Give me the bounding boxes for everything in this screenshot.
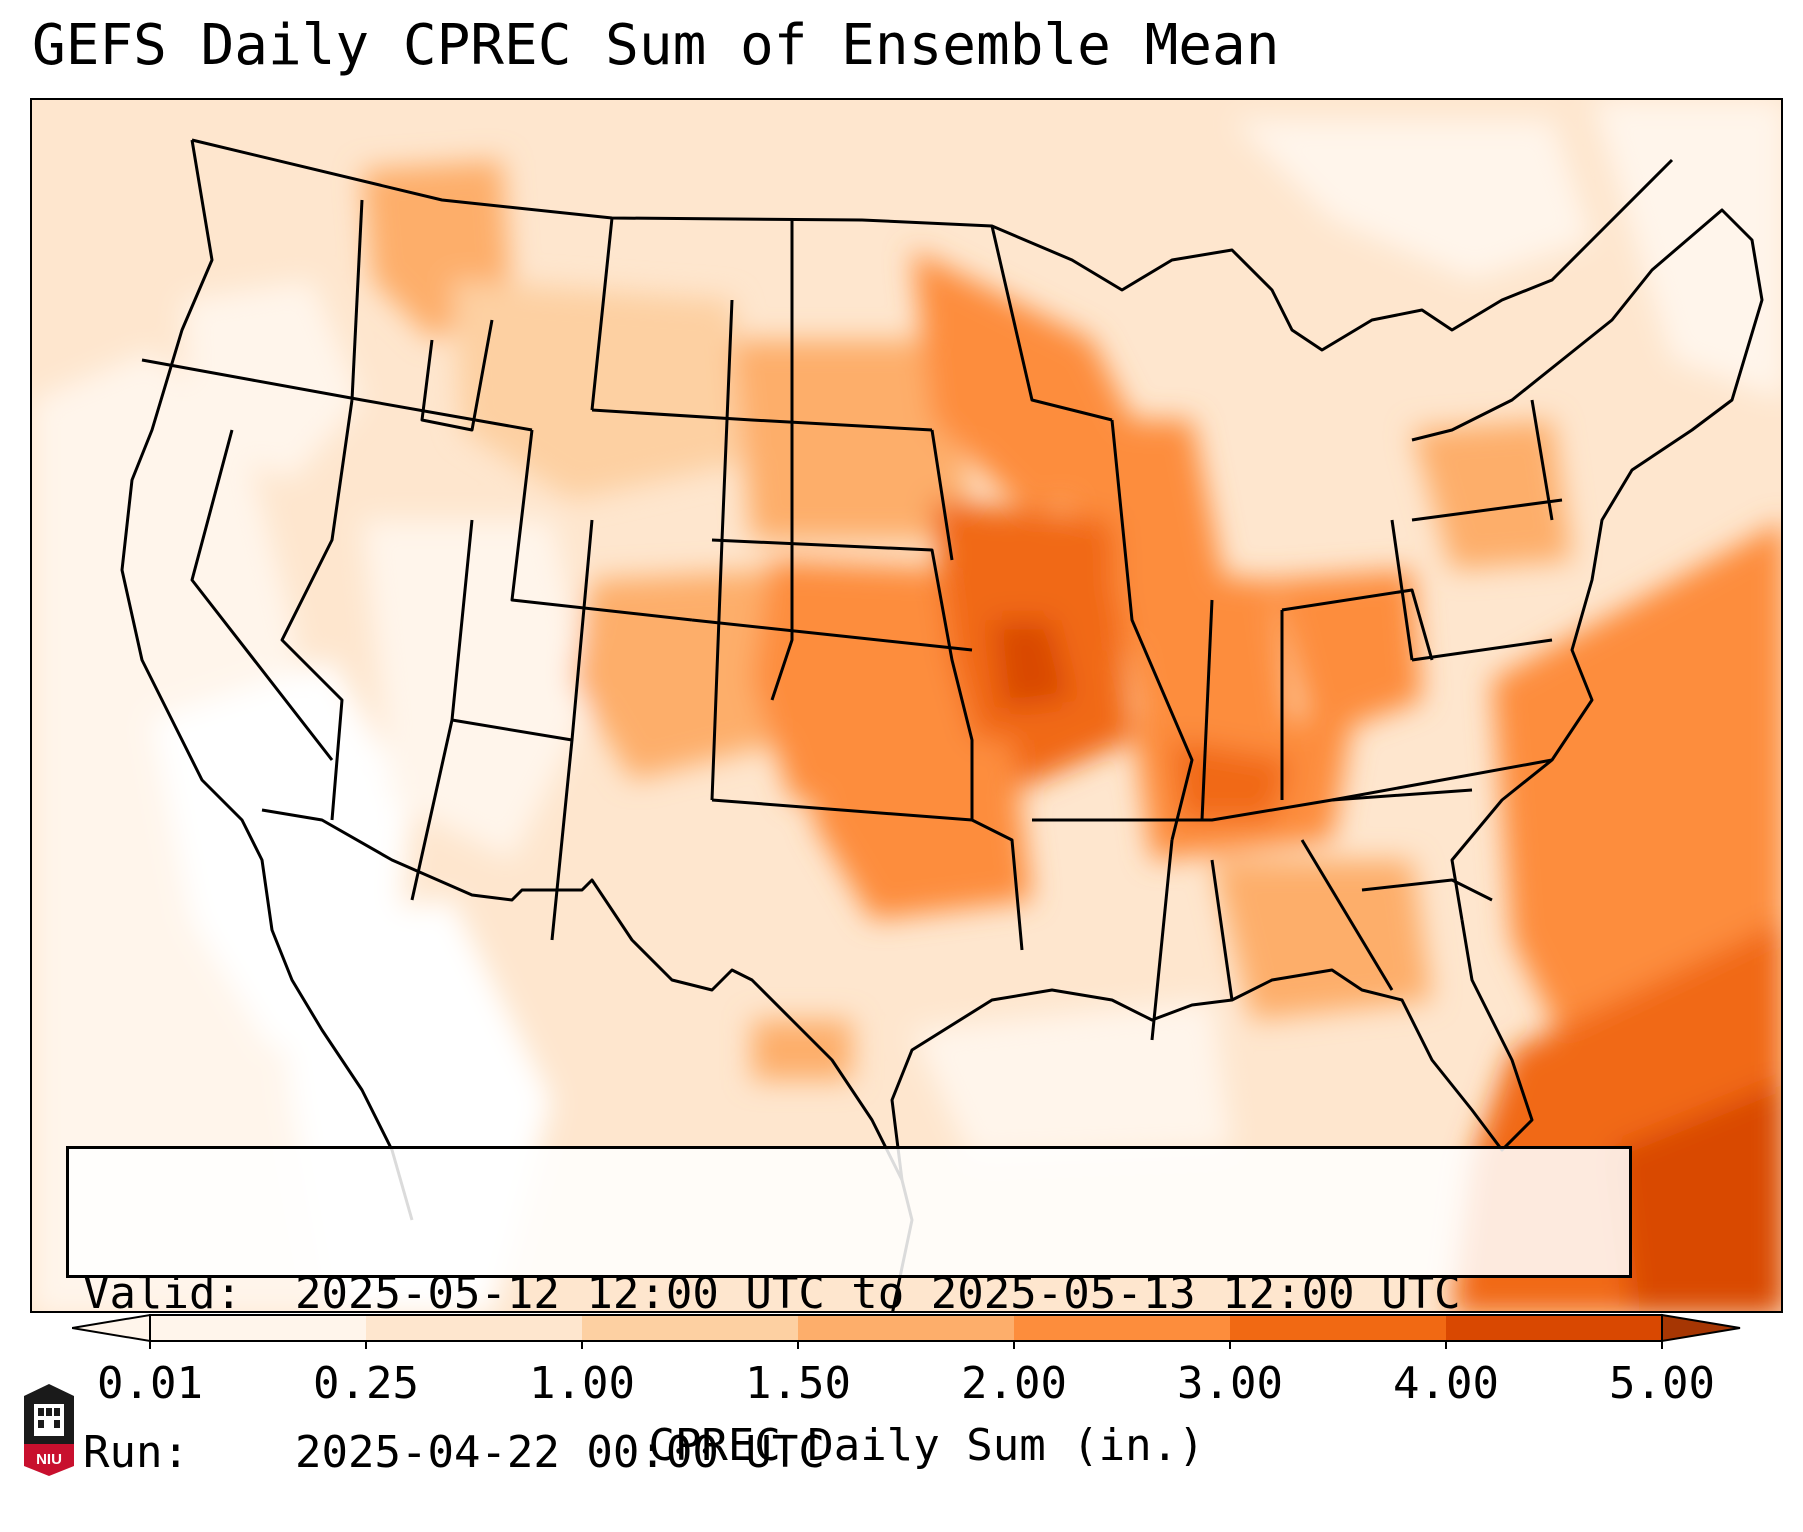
colorbar-segment <box>1230 1315 1446 1341</box>
state-borders <box>120 138 1764 1311</box>
colorbar-outline <box>149 1314 1663 1342</box>
colorbar-tick-label: 5.00 <box>1609 1358 1715 1409</box>
colorbar-segment <box>366 1315 582 1341</box>
colorbar <box>72 1313 1741 1349</box>
svg-text:NIU: NIU <box>36 1451 62 1468</box>
colorbar-tick-label: 0.01 <box>97 1358 203 1409</box>
colorbar-segment <box>582 1315 798 1341</box>
valid-value: 2025-05-12 12:00 UTC to 2025-05-13 12:00… <box>295 1268 1461 1319</box>
valid-run-info-box: Valid: 2025-05-12 12:00 UTC to 2025-05-1… <box>66 1146 1632 1478</box>
niu-logo-icon: NIU <box>24 1384 74 1476</box>
colorbar-segment <box>1014 1315 1230 1341</box>
colorbar-segment <box>1446 1315 1662 1341</box>
map-canvas <box>32 100 1781 1311</box>
colorbar-tick-label: 1.00 <box>529 1358 635 1409</box>
map-title: GEFS Daily CPREC Sum of Ensemble Mean <box>32 13 1280 78</box>
colorbar-segment <box>150 1315 366 1341</box>
colorbar-tick-label: 3.00 <box>1177 1358 1283 1409</box>
colorbar-tick-label: 4.00 <box>1393 1358 1499 1409</box>
colorbar-label: CPREC Daily Sum (in.) <box>648 1420 1205 1471</box>
valid-label: Valid: <box>83 1268 242 1319</box>
run-value: 2025-04-22 00:00 UTC <box>295 1427 825 1478</box>
precipitation-map <box>30 98 1783 1313</box>
colorbar-tick-label: 1.50 <box>745 1358 851 1409</box>
run-label: Run: <box>83 1427 189 1478</box>
colorbar-tick-label: 2.00 <box>961 1358 1067 1409</box>
colorbar-extend-high <box>1661 1313 1741 1343</box>
colorbar-tick-label: 0.25 <box>313 1358 419 1409</box>
colorbar-extend-low <box>72 1313 151 1343</box>
valid-row: Valid: 2025-05-12 12:00 UTC to 2025-05-1… <box>83 1267 1629 1320</box>
run-row: Run: 2025-04-22 00:00 UTC <box>83 1426 1629 1479</box>
colorbar-segment <box>798 1315 1014 1341</box>
